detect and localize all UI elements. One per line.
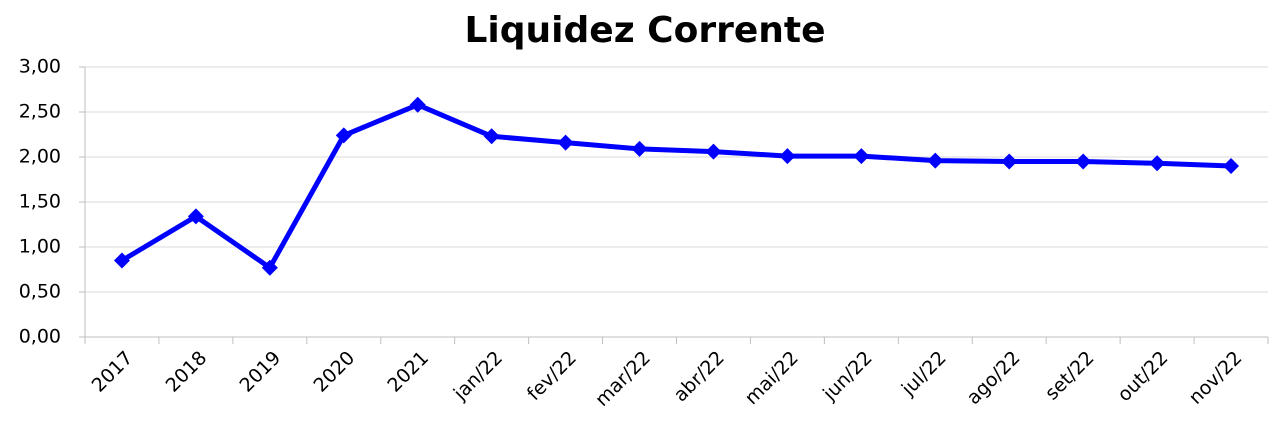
marker xyxy=(853,148,870,165)
y-tick-label: 1,00 xyxy=(19,236,61,258)
x-tick-label: 2021 xyxy=(383,347,433,397)
chart-title: Liquidez Corrente xyxy=(464,10,825,51)
marker xyxy=(409,96,426,113)
x-tick-label: 2019 xyxy=(236,347,286,397)
x-tick-label: abr/22 xyxy=(669,347,728,406)
x-tick-label: set/22 xyxy=(1041,347,1099,405)
x-tick-label: 2020 xyxy=(309,347,359,397)
x-tick-label: jul/22 xyxy=(897,347,951,401)
x-tick-label: jan/22 xyxy=(449,347,507,405)
marker xyxy=(335,127,352,144)
marker xyxy=(1001,153,1018,170)
x-tick-label: 2018 xyxy=(162,347,212,397)
marker xyxy=(187,208,204,225)
marker xyxy=(557,134,574,151)
x-tick-label: mai/22 xyxy=(741,347,803,409)
y-tick-label: 0,50 xyxy=(19,281,61,303)
marker xyxy=(779,148,796,165)
x-tick-label: fev/22 xyxy=(523,347,581,405)
y-tick-label: 3,00 xyxy=(19,56,61,78)
x-tick-label: nov/22 xyxy=(1185,347,1247,409)
x-tick-label: ago/22 xyxy=(962,347,1024,409)
marker xyxy=(1149,155,1166,172)
marker xyxy=(705,143,722,160)
x-tick-label: out/22 xyxy=(1113,347,1172,406)
y-tick-label: 2,00 xyxy=(19,146,61,168)
y-tick-label: 1,50 xyxy=(19,191,61,213)
marker xyxy=(1223,158,1240,174)
x-tick-label: jun/22 xyxy=(818,347,877,406)
marker xyxy=(113,252,130,269)
marker xyxy=(1075,153,1092,170)
y-tick-label: 0,00 xyxy=(19,326,61,348)
marker xyxy=(631,140,648,157)
marker xyxy=(483,128,500,145)
x-tick-label: 2017 xyxy=(88,347,138,397)
line xyxy=(120,102,1232,271)
y-tick-label: 2,50 xyxy=(19,101,61,123)
marker xyxy=(261,259,278,276)
x-tick-label: mar/22 xyxy=(591,347,655,411)
marker xyxy=(927,152,944,169)
